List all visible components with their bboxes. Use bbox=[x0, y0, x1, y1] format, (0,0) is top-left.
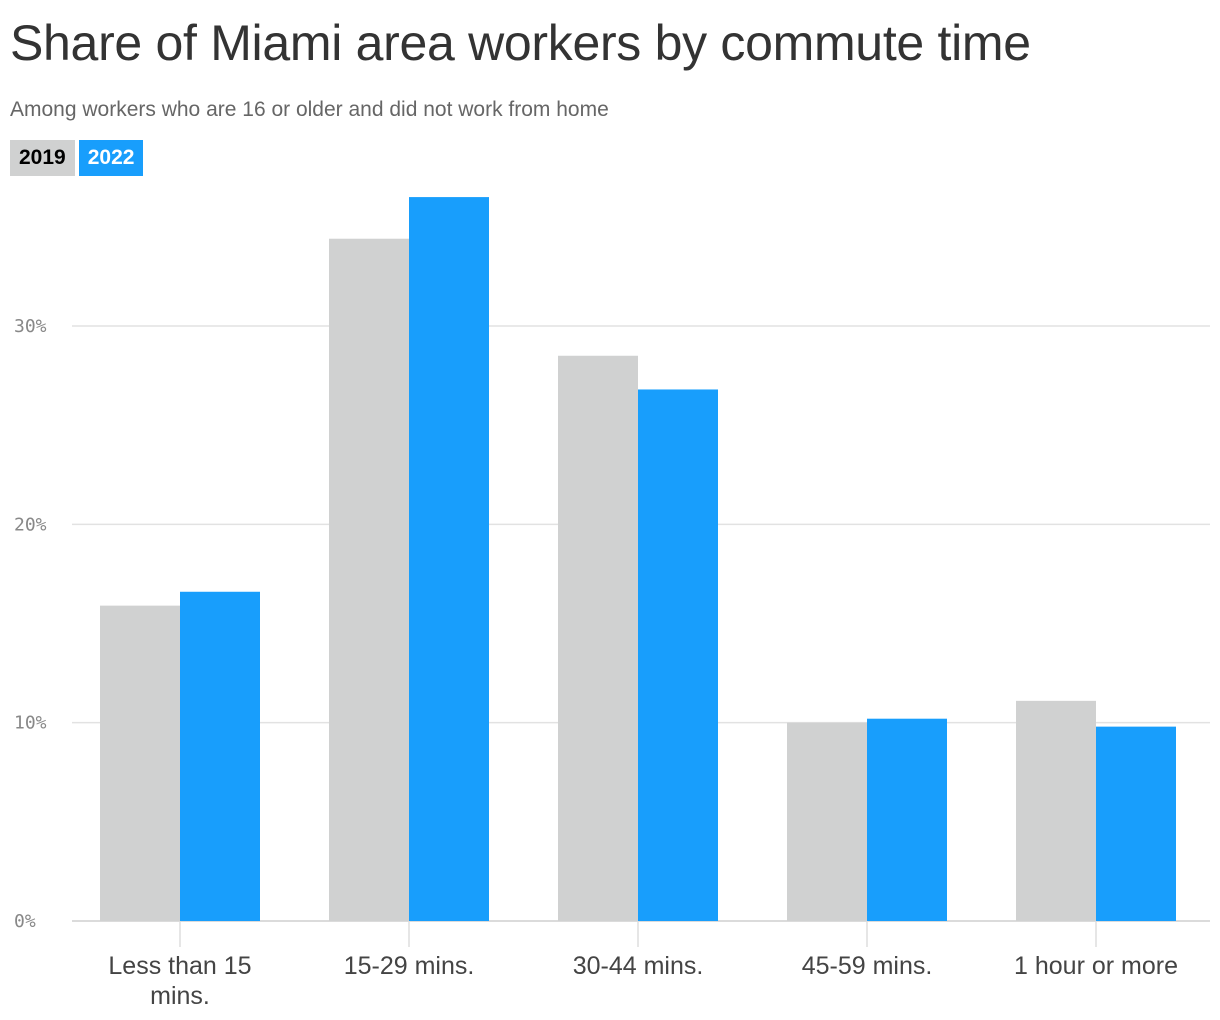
chart-subtitle: Among workers who are 16 or older and di… bbox=[10, 98, 609, 121]
y-tick-label: 10% bbox=[14, 713, 47, 734]
bars bbox=[100, 197, 1176, 922]
bar-2022-0 bbox=[180, 591, 260, 921]
y-tick-label: 20% bbox=[14, 514, 47, 535]
bar-2019-2 bbox=[558, 355, 638, 921]
bar-2019-4 bbox=[1016, 700, 1096, 921]
bar-2019-0 bbox=[100, 605, 180, 921]
legend-item-2022: 2022 bbox=[78, 140, 144, 176]
bar-2019-3 bbox=[787, 722, 867, 921]
y-tick-label: 0% bbox=[14, 911, 36, 932]
legend: 2019 2022 bbox=[10, 140, 144, 176]
x-tick-label: Less than 15 mins. bbox=[108, 952, 251, 1010]
y-tick-label: 30% bbox=[14, 316, 47, 337]
labels: 0% 10% 20% 30% Less than 15 mins. 15-29 mins. 3… bbox=[14, 316, 1178, 1010]
bar-2019-1 bbox=[329, 238, 409, 921]
x-tick-label: 15-29 mins. bbox=[344, 952, 475, 980]
legend-item-2019: 2019 bbox=[10, 140, 75, 176]
x-tick-label: 1 hour or more bbox=[1014, 952, 1178, 980]
bar-2022-4 bbox=[1096, 726, 1176, 921]
x-tick-label: 30-44 mins. bbox=[573, 952, 704, 980]
bar-2022-3 bbox=[867, 718, 947, 921]
bar-2022-1 bbox=[409, 197, 489, 922]
bar-2022-2 bbox=[638, 389, 718, 921]
x-axis bbox=[179, 921, 1097, 947]
chart-title: Share of Miami area workers by commute t… bbox=[10, 15, 1031, 71]
x-tick-label: 45-59 mins. bbox=[802, 952, 933, 980]
